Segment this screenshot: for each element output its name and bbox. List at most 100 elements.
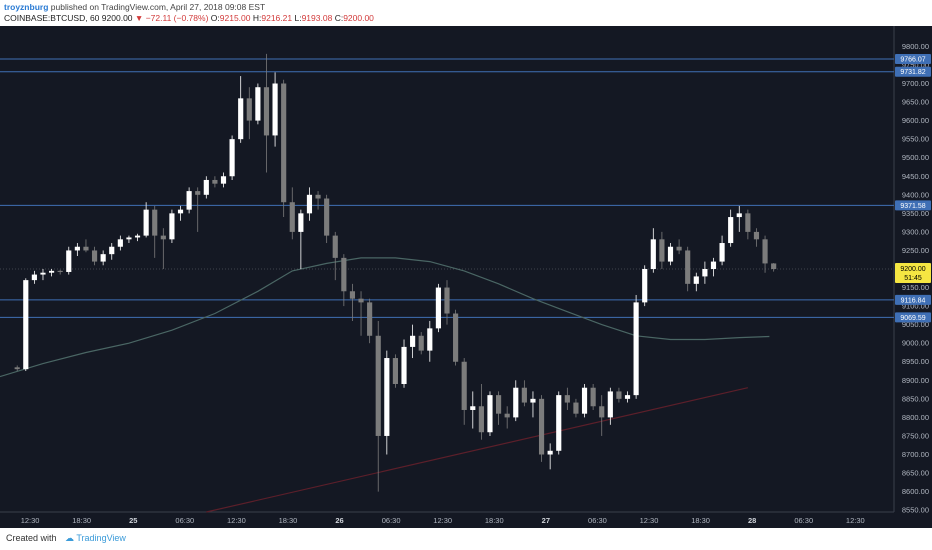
y-tick-label: 9450.00 [902,172,929,181]
footer: Created with ☁ TradingView [0,528,932,550]
candle-body [332,235,338,258]
candle-body [229,139,235,177]
candle-body [23,280,29,370]
x-tick-label: 12:30 [846,516,865,525]
candle-body [667,246,674,262]
candle-body [212,179,218,184]
x-tick-label: 18:30 [279,516,298,525]
y-tick-label: 9800.00 [902,42,929,51]
open-label: O: [210,13,220,23]
level-label-box [895,53,931,64]
x-tick-label: 27 [542,516,550,525]
close-value: 9200.00 [343,13,374,23]
x-tick-label: 25 [129,516,137,525]
candle-body [530,398,536,403]
candle-body [693,276,699,284]
x-tick-label: 06:30 [794,516,813,525]
y-tick-label: 9100.00 [902,302,929,311]
x-tick-label: 26 [335,516,343,525]
candle-body [453,313,459,362]
candle-body [126,237,132,240]
author-link[interactable]: troyznburg [4,2,49,12]
y-tick-label: 8750.00 [902,431,929,440]
moving-average-line [0,257,770,378]
candle-body [246,98,252,121]
candle-body [195,191,201,195]
candle-body [324,198,330,236]
candle-body [160,235,166,240]
low-value: 9193.08 [301,13,333,23]
candle-body [57,270,63,272]
x-tick-label: 12:30 [433,516,452,525]
y-tick-label: 8800.00 [902,413,929,422]
x-tick-label: 18:30 [691,516,710,525]
candle-body [220,176,227,184]
level-label: 9766.07 [900,56,925,63]
candle-body [616,391,622,399]
candle-body [478,406,484,433]
candle-body [521,387,527,403]
bar-countdown-label: 51:45 [904,275,922,282]
x-tick-label: 28 [748,516,756,525]
candle-body [504,413,510,418]
y-tick-label: 9300.00 [902,227,929,236]
candle-body [581,387,588,414]
candle-body [263,87,270,136]
candlestick-chart[interactable]: 8550.00 8600.00 8650.00 8700.00 8750.00 8800.… [0,26,932,528]
level-label: 9116.84 [901,297,926,304]
candle-body [771,263,777,269]
trend-line [206,387,748,513]
candle-body [573,402,579,414]
candle-body [762,239,768,264]
y-tick-label: 8950.00 [902,357,929,366]
last-price: 9200.00 [101,13,133,23]
candle-body [14,367,20,370]
candle-body [134,235,141,238]
y-tick-label: 8850.00 [902,394,929,403]
publish-info: troyznburg published on TradingView.com,… [4,2,265,12]
candle-body [392,358,399,385]
candle-body [66,250,72,272]
candle-body [203,179,209,195]
ohlc-legend: COINBASE:BTCUSD, 60 9200.00 ▼ −72.11 (−0… [4,13,374,23]
x-tick-label: 06:30 [175,516,194,525]
level-label-box [895,312,931,323]
candle-body [650,239,656,269]
tradingview-logo-icon[interactable]: ☁ TradingView [65,533,126,543]
candle-body [538,398,545,455]
candle-body [272,83,278,136]
publish-text: published on TradingView.com, April 27, … [50,2,266,12]
candle-body [547,450,553,455]
candle-body [298,213,304,232]
candle-body [349,291,356,299]
candle-body [315,194,321,199]
level-label: 9731.82 [900,69,925,76]
candle-body [91,250,98,262]
candle-body [719,243,725,262]
y-tick-label: 9500.00 [902,153,929,162]
candle-body [375,335,381,436]
candle-body [40,272,46,275]
y-tick-label: 8900.00 [902,376,929,385]
footer-credit: Created with ☁ TradingView [6,533,126,544]
y-tick-label: 9150.00 [902,283,929,292]
candle-body [289,202,295,232]
created-with-label: Created with [6,533,57,543]
candle-body [169,213,175,240]
candle-body [745,213,751,232]
chart-area[interactable]: 8550.00 8600.00 8650.00 8700.00 8750.00 8800.… [0,26,932,528]
candle-body [358,298,364,303]
candle-body [461,361,467,410]
candle-body [281,83,287,203]
y-tick-label: 9350.00 [902,209,929,218]
x-tick-label: 06:30 [382,516,401,525]
y-tick-label: 9050.00 [902,320,929,329]
x-tick-label: 06:30 [588,516,607,525]
candle-body [607,391,613,418]
current-price-box [895,263,931,283]
candle-body [143,209,149,236]
candle-body [427,328,433,351]
y-tick-label: 9700.00 [902,79,929,88]
y-tick-label: 8650.00 [902,469,929,478]
level-label-box [895,66,931,77]
